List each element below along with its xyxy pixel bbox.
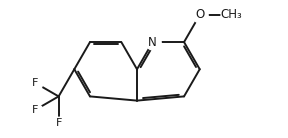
Text: F: F — [56, 118, 62, 128]
Text: F: F — [32, 105, 39, 115]
Text: N: N — [148, 36, 157, 49]
Text: O: O — [195, 8, 204, 21]
Text: F: F — [32, 78, 39, 88]
Text: CH₃: CH₃ — [220, 8, 242, 21]
